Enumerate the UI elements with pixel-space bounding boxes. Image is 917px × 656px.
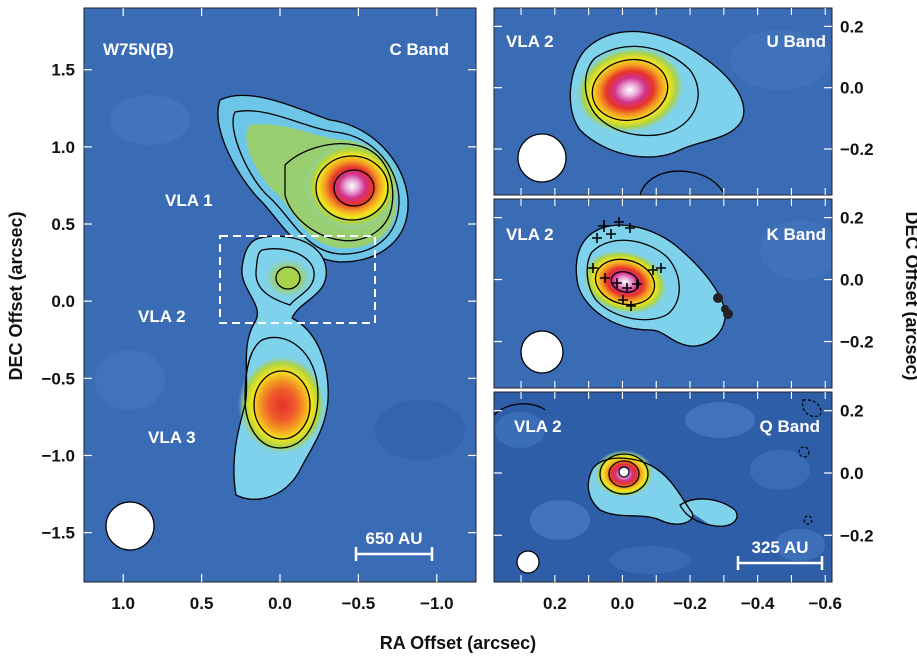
y-tick-label: 0.2 [840, 17, 864, 36]
q-peak-marker [618, 466, 630, 478]
right-middle-panel: VLA 2 K Band [494, 199, 832, 388]
field-label: W75N(B) [103, 40, 174, 59]
x-tick-label: 1.0 [111, 594, 135, 613]
vla1-core [304, 142, 400, 230]
x-tick-label: −0.4 [741, 594, 775, 613]
u-source-label: VLA 2 [506, 32, 554, 51]
q-band-label: Q Band [760, 417, 820, 436]
maser-spots [588, 217, 666, 311]
maser-dot [713, 293, 723, 303]
vla1-label: VLA 1 [165, 191, 213, 210]
y-tick-label: −0.2 [840, 140, 874, 159]
y-tick-label: −1.0 [41, 446, 75, 465]
u-band-label: U Band [767, 32, 827, 51]
right-scalebar: 325 AU [736, 538, 824, 570]
y-tick-label: 1.5 [51, 61, 75, 80]
x-tick-label: −0.6 [808, 594, 842, 613]
y-axis-title-left: DEC Offset (arcsec) [6, 211, 26, 380]
left-beam-ellipse [105, 501, 155, 551]
k-panel-frame [493, 198, 833, 389]
y-tick-label: 1.0 [51, 138, 75, 157]
k-band-label: K Band [767, 225, 827, 244]
y-tick-label: 0.5 [51, 215, 75, 234]
k-source-label: VLA 2 [506, 225, 554, 244]
y-tick-label: 0.2 [840, 209, 864, 228]
k-core [581, 249, 669, 315]
vla2-zoom-box [219, 235, 376, 324]
right-scalebar-label: 325 AU [751, 538, 808, 557]
y-tick-label: −0.5 [41, 369, 75, 388]
y-tick-label: −0.2 [840, 333, 874, 352]
vla2-label: VLA 2 [138, 307, 186, 326]
q-beam-ellipse [516, 550, 540, 574]
x-tick-label: −0.2 [673, 594, 707, 613]
x-axis-title: RA Offset (arcsec) [380, 633, 536, 653]
y-tick-label: 0.0 [840, 79, 864, 98]
axes-layer: 1.0 0.5 0.0 −0.5 −1.0 1.5 1.0 0.5 0.0 −0.5 −1.0 −1.… [41, 8, 874, 613]
left-band-label: C Band [390, 40, 450, 59]
x-tick-label: 0.0 [611, 594, 635, 613]
left-panel: 650 AU W75N(B) C Band VLA 1 VLA 2 VLA 3 [84, 8, 476, 582]
u-panel-frame [493, 7, 833, 196]
left-scalebar: 650 AU [354, 529, 434, 561]
vla3-label: VLA 3 [148, 428, 196, 447]
maser-dot [721, 305, 729, 313]
x-tick-label: 0.2 [543, 594, 567, 613]
right-bottom-panel: 325 AU VLA 2 Q Band [494, 392, 832, 582]
y-tick-label: −1.5 [41, 524, 75, 543]
u-beam-ellipse [517, 133, 567, 183]
x-tick-label: −0.5 [342, 594, 376, 613]
x-tick-label: −1.0 [420, 594, 454, 613]
right-top-panel: VLA 2 U Band [494, 8, 832, 195]
y-axis-title-right: DEC Offset (arcsec) [902, 211, 917, 380]
q-source-label: VLA 2 [514, 417, 562, 436]
left-scalebar-label: 650 AU [365, 529, 422, 548]
y-tick-label: 0.0 [840, 271, 864, 290]
y-tick-label: −0.2 [840, 526, 874, 545]
k-beam-ellipse [520, 330, 564, 374]
y-tick-label: 0.0 [840, 464, 864, 483]
y-tick-label: 0.0 [51, 292, 75, 311]
q-panel-frame [493, 391, 833, 583]
x-tick-label: 0.0 [268, 594, 292, 613]
x-tick-label: 0.5 [190, 594, 214, 613]
vla3-emission [238, 355, 326, 455]
y-tick-label: 0.2 [840, 402, 864, 421]
